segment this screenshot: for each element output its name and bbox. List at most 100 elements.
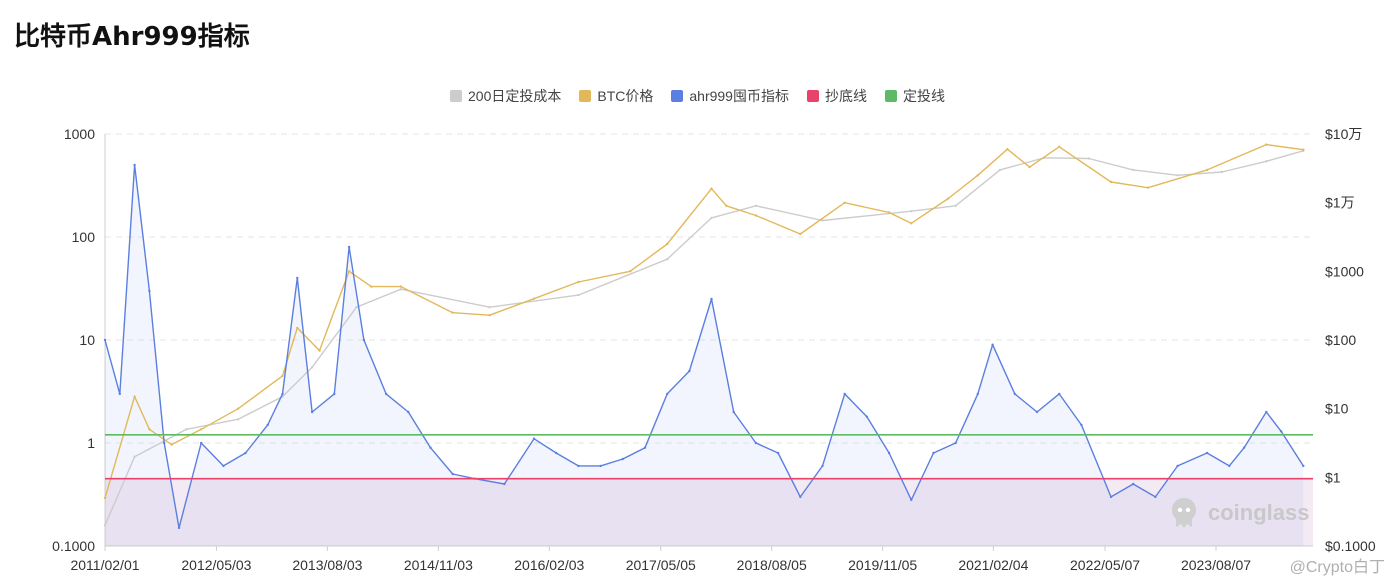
ahr999-point bbox=[133, 163, 136, 167]
btc-price-point bbox=[451, 311, 454, 314]
legend-item-dca-line[interactable]: 定投线 bbox=[884, 86, 945, 106]
ahr999-point bbox=[954, 441, 957, 445]
ahr999-point bbox=[310, 410, 314, 414]
ahr999-point bbox=[266, 423, 269, 427]
ahr999-point bbox=[710, 297, 713, 301]
btc-price-point bbox=[133, 395, 136, 398]
ahr999-point bbox=[1265, 410, 1268, 414]
ahr999-point bbox=[1242, 446, 1246, 449]
ahr999-chart: 0.1000 1 10 100 1000 $0.1000 $1 $10 $100 $1000 $1万… bbox=[52, 126, 1376, 573]
legend-swatch-btc-price bbox=[579, 90, 592, 102]
btc-price-point bbox=[296, 326, 299, 330]
legend-item-bottom-line[interactable]: 抄底线 bbox=[806, 86, 867, 106]
dca-cost-point bbox=[754, 204, 758, 207]
btc-price-point bbox=[1058, 145, 1061, 148]
ahr999-point bbox=[333, 392, 336, 396]
ahr999-point bbox=[222, 464, 225, 468]
dca-cost-line bbox=[104, 150, 1304, 526]
y-left-tick-label: 0.1000 bbox=[52, 538, 95, 554]
x-tick-label: 2018/08/05 bbox=[737, 557, 807, 573]
ahr999-point bbox=[887, 451, 891, 455]
legend-swatch-ahr999 bbox=[671, 90, 684, 102]
ahr999-point bbox=[799, 495, 802, 499]
ahr999-point bbox=[666, 392, 669, 396]
ahr999-point bbox=[821, 464, 824, 468]
ahr999-point bbox=[843, 392, 846, 396]
ahr999-point bbox=[429, 446, 432, 449]
legend-item-dca-cost[interactable]: 200日定投成本 bbox=[450, 86, 561, 106]
y-left-tick-label: 1 bbox=[87, 435, 95, 451]
btc-price-point bbox=[947, 197, 950, 200]
dca-cost-point bbox=[910, 210, 913, 213]
dca-cost-point bbox=[577, 293, 580, 297]
ahr999-point bbox=[776, 451, 780, 455]
ahr999-point bbox=[1228, 464, 1231, 468]
legend-item-btc-price[interactable]: BTC价格 bbox=[579, 86, 653, 106]
ahr999-point bbox=[177, 526, 181, 530]
btc-price-point bbox=[910, 222, 913, 225]
dca-cost-point bbox=[1176, 174, 1179, 177]
dca-cost-point bbox=[1220, 170, 1224, 174]
x-tick-label: 2021/02/04 bbox=[958, 557, 1028, 573]
btc-price-point bbox=[1265, 143, 1268, 146]
ahr999-point bbox=[1154, 495, 1157, 499]
legend-item-ahr999[interactable]: ahr999囤币指标 bbox=[671, 86, 789, 106]
x-tick-label: 2014/11/03 bbox=[404, 557, 473, 573]
ahr999-point bbox=[451, 472, 454, 476]
btc-price-point bbox=[488, 314, 491, 317]
dca-cost-point bbox=[133, 455, 136, 458]
btc-price-point bbox=[976, 174, 979, 177]
legend-swatch-dca-cost bbox=[450, 90, 463, 102]
btc-price-point bbox=[347, 270, 351, 273]
ahr999-point bbox=[362, 338, 366, 342]
btc-price-point bbox=[577, 280, 580, 284]
btc-price-point bbox=[200, 428, 203, 431]
btc-price-point bbox=[710, 187, 713, 190]
btc-price-point bbox=[103, 496, 107, 500]
dca-cost-point bbox=[399, 288, 403, 291]
btc-price-point bbox=[843, 201, 846, 204]
ahr999-point bbox=[1205, 451, 1209, 455]
x-tick-label: 2016/02/03 bbox=[514, 557, 584, 573]
page-title: 比特币Ahr999指标 bbox=[14, 22, 250, 52]
ahr999-point bbox=[976, 392, 979, 396]
chart-area: 0.1000 1 10 100 1000 $0.1000 $1 $10 $100 $1000 $1万… bbox=[0, 120, 1395, 581]
ahr999-point bbox=[163, 441, 166, 445]
btc-price-point bbox=[236, 407, 240, 410]
ahr999-point bbox=[688, 369, 691, 373]
ahr999-point bbox=[118, 392, 122, 396]
dca-cost-point bbox=[488, 306, 491, 309]
btc-price-point bbox=[1109, 180, 1113, 184]
btc-price-point bbox=[666, 242, 669, 246]
y-right-tick-label: $10万 bbox=[1325, 126, 1362, 142]
ahr999-point bbox=[1035, 410, 1039, 414]
ahr999-point bbox=[148, 289, 151, 293]
dca-cost-point bbox=[185, 428, 188, 431]
ahr999-point bbox=[932, 451, 935, 455]
btc-price-point bbox=[1146, 186, 1150, 189]
btc-price-point bbox=[532, 297, 536, 300]
btc-price-point bbox=[1006, 148, 1009, 151]
x-tick-label: 2023/08/07 bbox=[1181, 557, 1251, 573]
ahr999-point bbox=[1176, 464, 1179, 468]
btc-price-point bbox=[148, 428, 151, 431]
legend-label: 定投线 bbox=[902, 88, 945, 104]
btc-price-point bbox=[370, 285, 373, 288]
y-left-tick-label: 1000 bbox=[64, 126, 95, 142]
ahr999-point bbox=[384, 392, 388, 396]
dca-cost-point bbox=[103, 524, 107, 527]
ahr999-point bbox=[503, 482, 506, 486]
ahr999-point bbox=[347, 245, 351, 249]
x-tick-label: 2017/05/05 bbox=[626, 557, 696, 573]
ahr999-point bbox=[1080, 423, 1083, 427]
legend-label: 200日定投成本 bbox=[468, 88, 562, 104]
dca-cost-point bbox=[998, 168, 1002, 172]
legend-swatch-bottom-line bbox=[806, 90, 819, 102]
y-right-tick-label: $1万 bbox=[1325, 195, 1355, 211]
coinglass-watermark: coinglass bbox=[1168, 496, 1309, 530]
ahr999-point bbox=[910, 498, 913, 502]
dca-cost-point bbox=[710, 216, 713, 220]
dca-cost-point bbox=[1087, 157, 1091, 160]
x-tick-label: 2013/08/03 bbox=[292, 557, 362, 573]
ahr999-point bbox=[1302, 464, 1305, 468]
